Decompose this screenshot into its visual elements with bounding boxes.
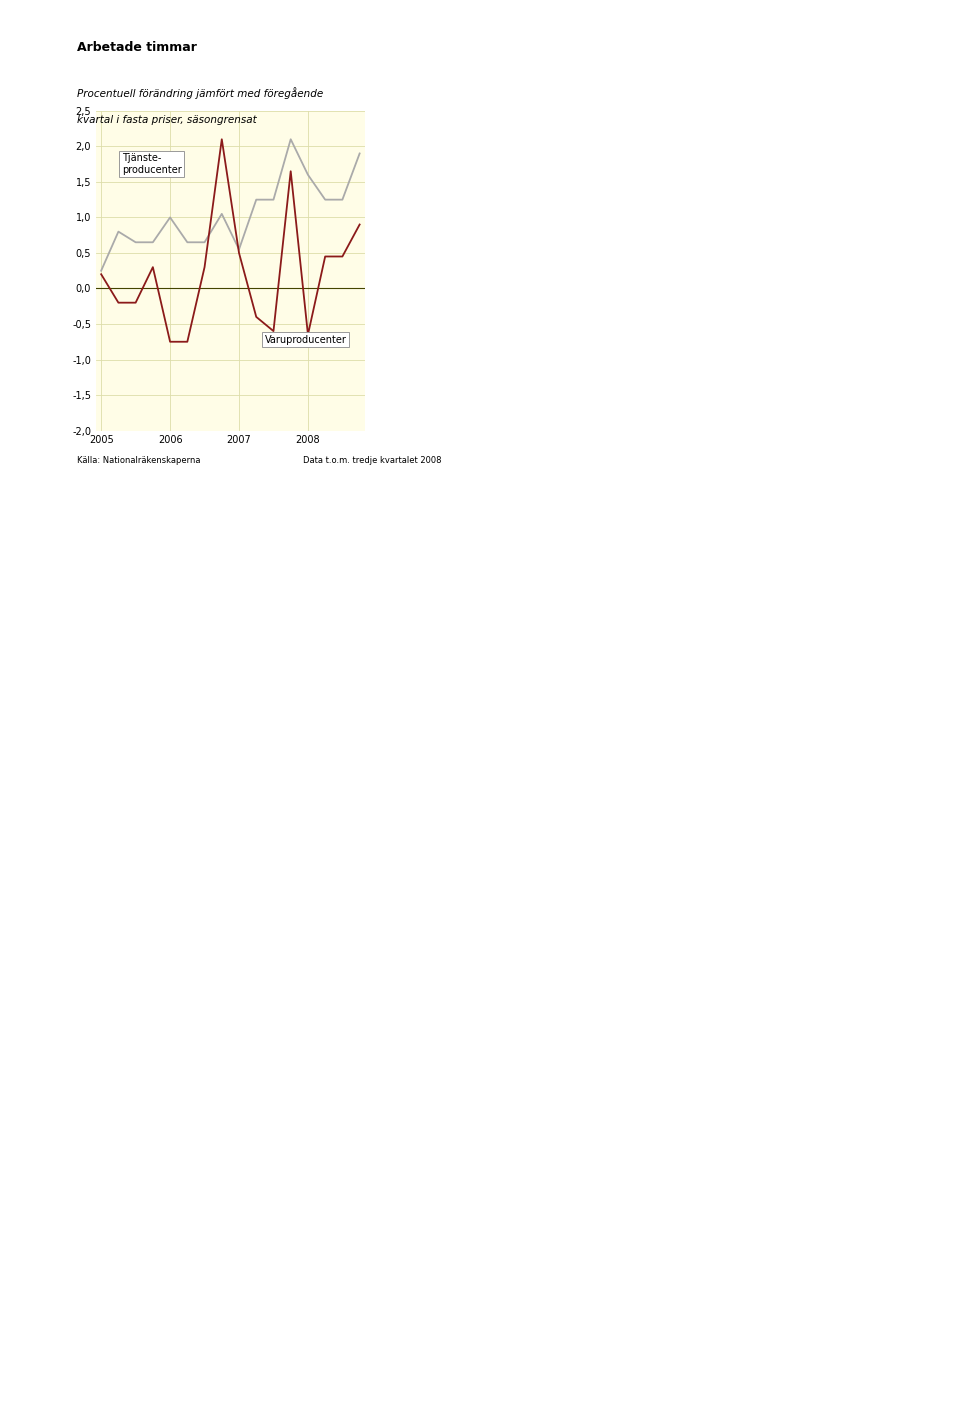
Text: Källa: Nationalräkenskaperna: Källa: Nationalräkenskaperna [77,456,201,465]
Text: Data t.o.m. tredje kvartalet 2008: Data t.o.m. tredje kvartalet 2008 [303,456,442,465]
Text: kvartal i fasta priser, säsongrensat: kvartal i fasta priser, säsongrensat [77,115,256,125]
Text: Procentuell förändring jämfört med föregående: Procentuell förändring jämfört med föreg… [77,88,324,99]
Text: Arbetade timmar: Arbetade timmar [77,41,197,54]
Text: Varuproducenter: Varuproducenter [265,335,347,345]
Text: Tjänste-
producenter: Tjänste- producenter [122,153,181,175]
